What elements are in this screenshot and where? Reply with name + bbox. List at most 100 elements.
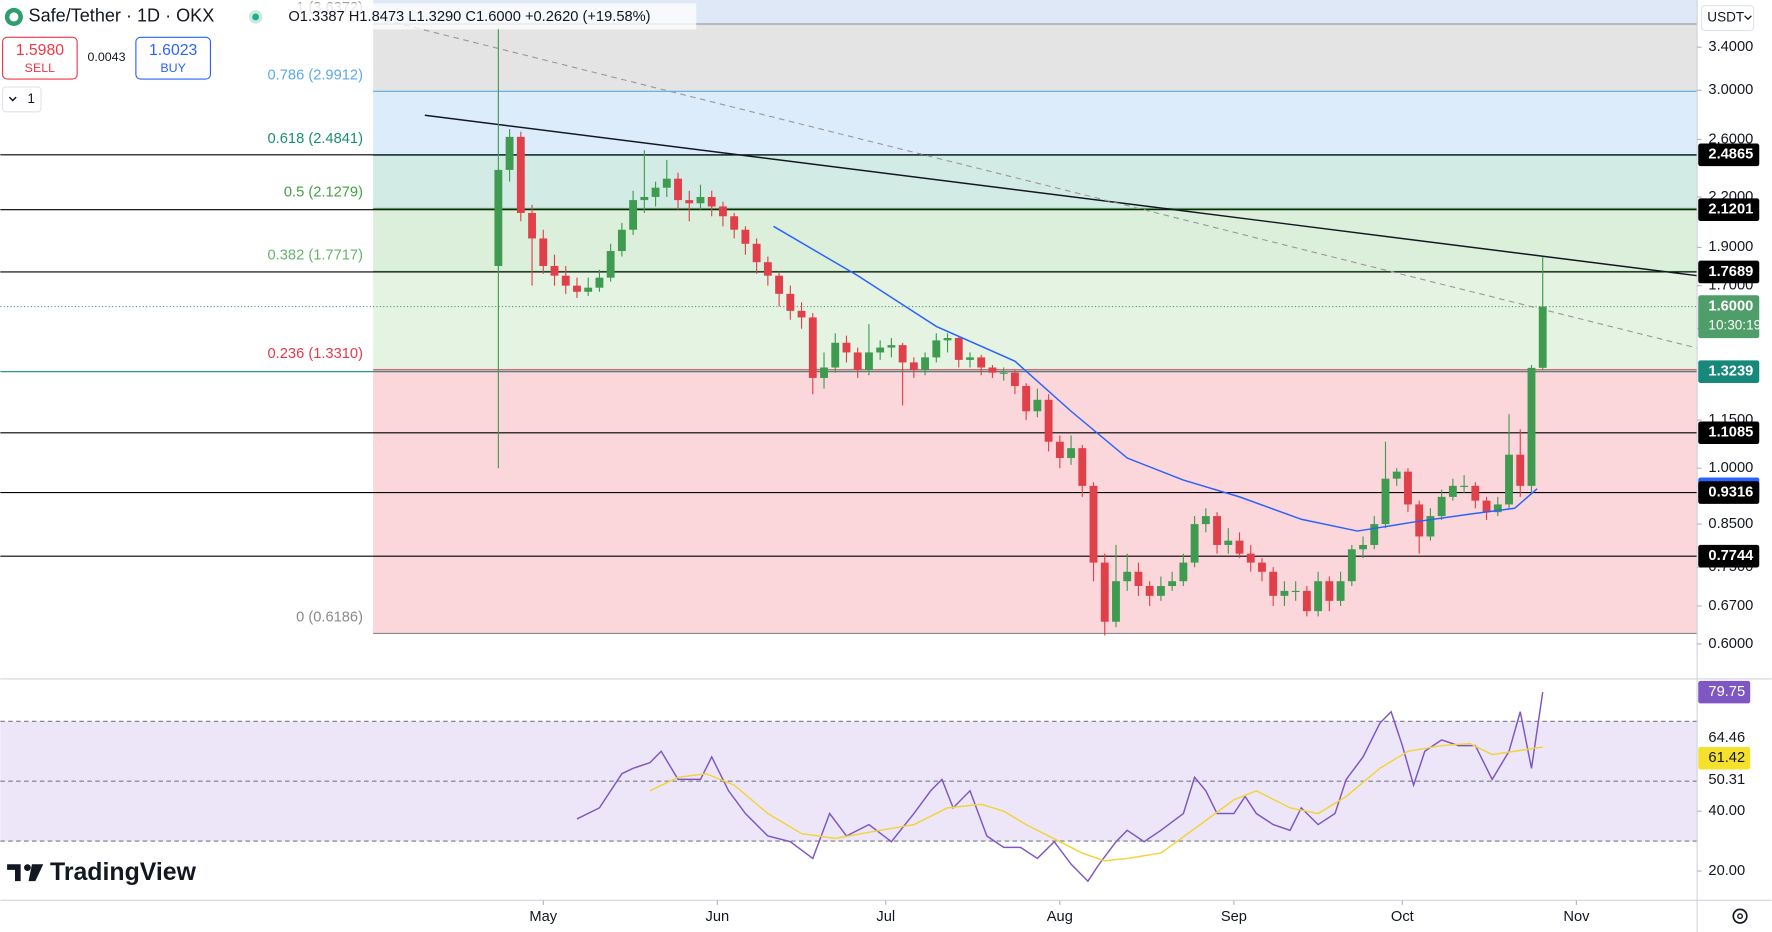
x-tick-label: Oct xyxy=(1391,909,1414,925)
candle-body xyxy=(1359,544,1367,550)
candle-body xyxy=(1505,454,1513,505)
candle-body xyxy=(932,340,941,358)
rsi-value-box xyxy=(1698,746,1751,770)
rsi-line xyxy=(649,742,1543,862)
candle-body xyxy=(584,287,593,292)
candle-body xyxy=(1404,471,1412,505)
candle-body xyxy=(685,200,694,204)
trend-line xyxy=(384,19,1698,349)
candle-body xyxy=(977,357,986,368)
candle-body xyxy=(1134,571,1143,587)
currency-button[interactable] xyxy=(1701,5,1755,32)
logo-mark xyxy=(28,864,44,882)
fib-band xyxy=(373,208,1698,272)
candle-body xyxy=(1022,385,1031,412)
settings-icon[interactable] xyxy=(1732,908,1748,924)
candle-body xyxy=(1516,454,1525,486)
moving-average xyxy=(773,225,1538,532)
candle-body xyxy=(1471,485,1480,501)
x-tick-label: Aug xyxy=(1047,909,1073,925)
candle-body xyxy=(909,362,918,371)
candle-body xyxy=(831,342,840,368)
y-tick-label: 0.8500 xyxy=(1708,516,1753,532)
candle-body xyxy=(674,178,682,201)
candle-body xyxy=(820,367,828,378)
candle-body xyxy=(1201,516,1210,525)
candle-body xyxy=(1044,399,1053,442)
candle-body xyxy=(662,178,671,188)
candle-body xyxy=(1437,496,1446,517)
y-tick-label: 3.4000 xyxy=(1708,39,1753,55)
ohlc-bg xyxy=(282,3,697,30)
market-status-dot xyxy=(252,13,260,21)
candle-body xyxy=(550,265,559,276)
rsi-tick-label: 20.00 xyxy=(1708,863,1745,879)
candle-body xyxy=(1527,367,1536,486)
candle-body xyxy=(1482,500,1491,513)
candle-body xyxy=(1448,485,1457,497)
spread: 0.0043 xyxy=(88,50,126,64)
candle-body xyxy=(898,345,907,363)
price-label: 1.7689 xyxy=(1708,264,1753,280)
candle-body xyxy=(865,352,873,371)
candle-body xyxy=(640,196,649,201)
candle-body xyxy=(1112,581,1120,622)
fib-label: 0.236 (1.3310) xyxy=(268,346,363,362)
chevron xyxy=(1744,15,1752,21)
symbol-title: Safe/Tether · 1D · OKX xyxy=(29,6,215,26)
candle-body xyxy=(1100,562,1109,622)
candle-body xyxy=(1213,516,1221,545)
fib-band xyxy=(373,369,1698,634)
price-label-box xyxy=(1698,198,1760,221)
x-tick-label: Jul xyxy=(876,909,895,925)
trend-line xyxy=(424,114,1698,277)
candle-body xyxy=(1258,562,1266,572)
candle-body xyxy=(741,229,750,244)
price-label-box xyxy=(1698,481,1760,504)
fib-label: 0.618 (2.4841) xyxy=(268,131,363,147)
candle-body xyxy=(730,216,739,230)
candle-body xyxy=(1493,504,1502,513)
y-tick-label: 1.9000 xyxy=(1708,239,1753,255)
candle-body xyxy=(808,317,817,378)
candle-body xyxy=(595,277,604,288)
candle-body xyxy=(539,238,548,266)
price-label: 0.7744 xyxy=(1708,548,1754,564)
y-tick-label: 0.6700 xyxy=(1708,598,1753,614)
candle-body xyxy=(1280,590,1289,596)
candle-body xyxy=(1179,562,1188,582)
candle-body xyxy=(1123,571,1132,582)
y-tick-label: 1.0000 xyxy=(1708,460,1753,476)
sell-button[interactable] xyxy=(2,36,78,80)
candle-body xyxy=(1145,586,1154,596)
sell-label: SELL xyxy=(25,61,55,75)
rsi-line xyxy=(576,692,1544,883)
sell-price: 1.5980 xyxy=(16,42,65,59)
candle-body xyxy=(505,136,514,170)
candle-body xyxy=(606,251,615,278)
buy-button[interactable] xyxy=(135,36,212,80)
fib-label: 0.382 (1.7717) xyxy=(268,247,363,263)
candle-body xyxy=(999,372,1008,374)
price-label: 1.1085 xyxy=(1708,425,1753,441)
candle-body xyxy=(1269,571,1278,596)
price-label-box xyxy=(1698,260,1760,284)
brand-name: TradingView xyxy=(50,859,197,886)
brand-logo: TradingView xyxy=(7,859,197,886)
price-label-box xyxy=(1698,360,1760,383)
candle-body xyxy=(719,206,727,217)
y-tick-label: 3.0000 xyxy=(1708,82,1753,98)
price-label: 2.4865 xyxy=(1708,147,1753,163)
candle-body xyxy=(763,262,772,276)
rsi-value-label: 61.42 xyxy=(1708,750,1745,766)
candle-body xyxy=(954,338,963,360)
fib-band xyxy=(373,271,1698,370)
candle-body xyxy=(1235,540,1244,554)
candle-body xyxy=(1067,448,1075,459)
rsi-value-box xyxy=(1698,680,1751,704)
candle-body xyxy=(853,352,862,371)
price-label-box xyxy=(1698,421,1760,445)
y-tick-label: 0.6000 xyxy=(1708,636,1753,652)
indicator-toggle[interactable] xyxy=(2,86,42,113)
